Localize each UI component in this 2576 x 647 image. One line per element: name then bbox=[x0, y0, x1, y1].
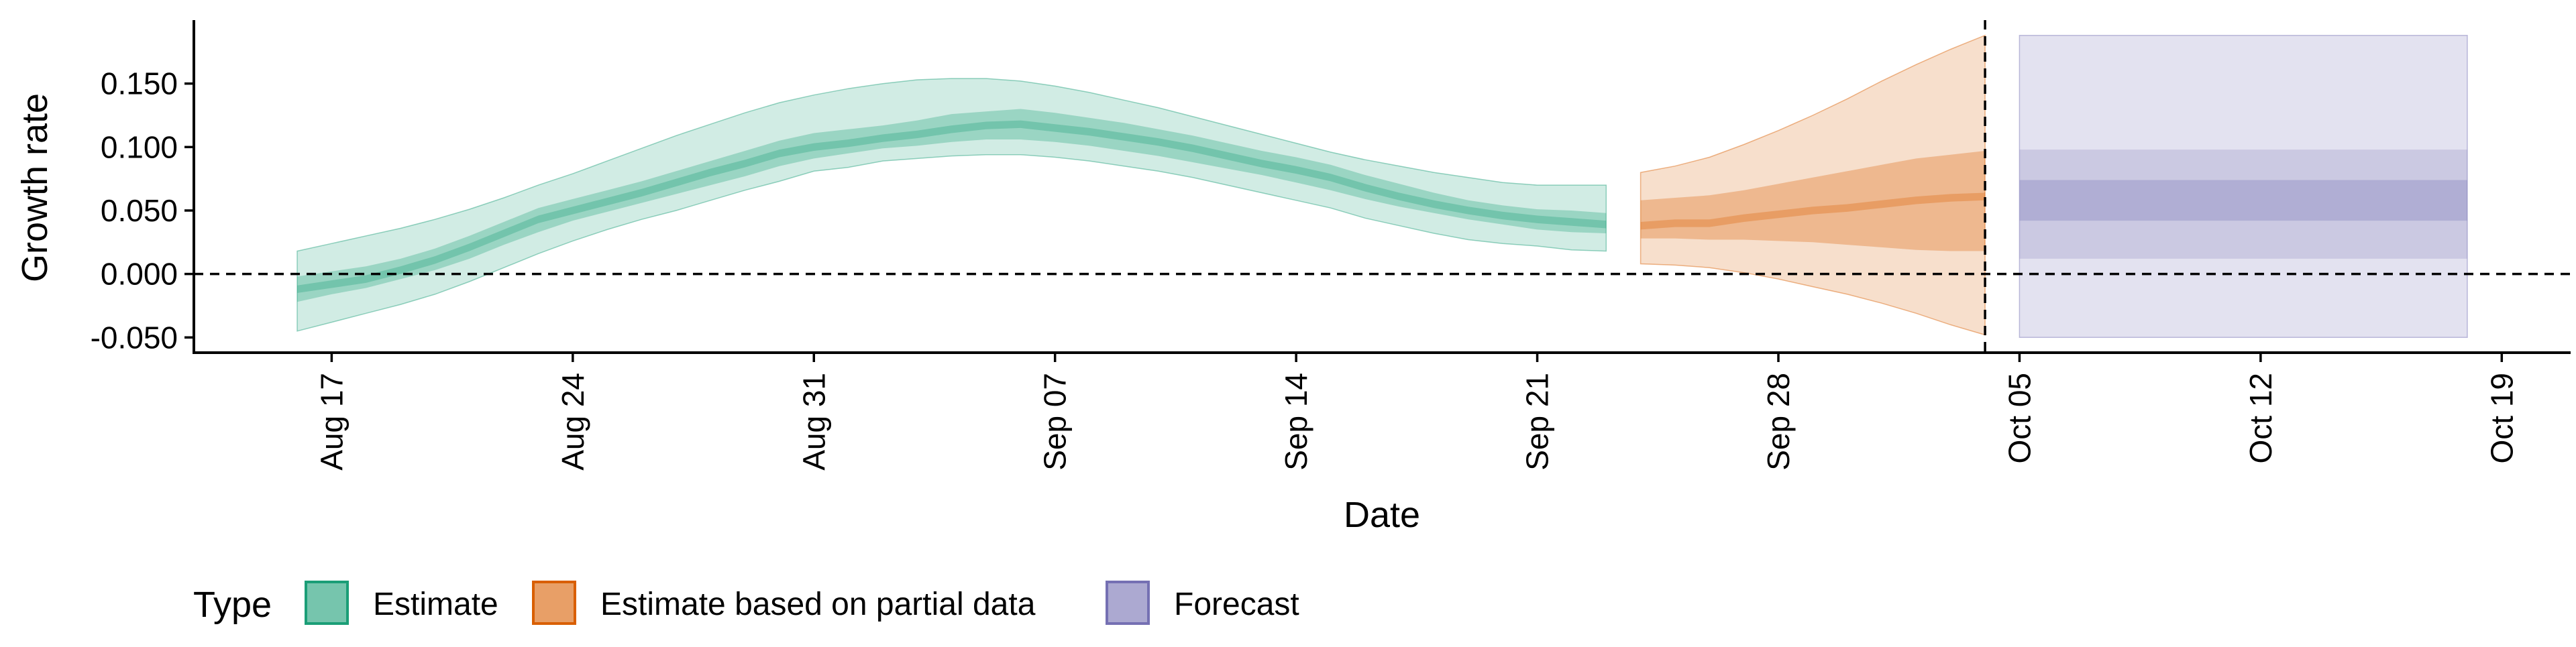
legend-swatch bbox=[532, 581, 576, 625]
estimate-series bbox=[297, 78, 1607, 332]
y-tick-label: 0.100 bbox=[101, 129, 178, 164]
legend-label: Forecast bbox=[1174, 587, 1299, 622]
legend-swatch bbox=[305, 581, 349, 625]
ticks: -0.050 0.000 0.050 0.100 0.150 Aug 17 Aug 24 Au… bbox=[91, 66, 2520, 471]
x-tick-label: Sep 07 bbox=[1038, 373, 1073, 471]
x-tick-label: Sep 21 bbox=[1520, 373, 1555, 471]
legend-swatch bbox=[1106, 581, 1150, 625]
x-tick-label: Aug 17 bbox=[314, 373, 349, 471]
partial-data-estimate-median-band bbox=[1640, 192, 1986, 230]
legend-item-forecast: Forecast bbox=[1106, 581, 1299, 625]
x-tick-label: Sep 28 bbox=[1761, 373, 1796, 471]
y-axis-title: Growth rate bbox=[15, 93, 55, 282]
reference-lines bbox=[194, 20, 2571, 353]
estimate-outer-band bbox=[297, 78, 1607, 332]
y-tick-label: 0.150 bbox=[101, 66, 178, 101]
legend-label: Estimate bbox=[373, 587, 498, 622]
legend-item-partial-data-estimate: Estimate based on partial data bbox=[532, 581, 1036, 625]
x-axis-title: Date bbox=[1344, 495, 1420, 535]
legend-title: Type bbox=[193, 585, 272, 625]
bands-layer bbox=[297, 34, 2468, 339]
y-tick-label: 0.000 bbox=[101, 257, 178, 292]
x-tick-label: Aug 31 bbox=[796, 373, 831, 471]
x-tick-label: Oct 05 bbox=[2002, 373, 2037, 464]
x-tick-label: Oct 19 bbox=[2484, 373, 2519, 464]
x-tick-label: Oct 12 bbox=[2243, 373, 2278, 464]
x-tick-label: Aug 24 bbox=[555, 373, 590, 471]
legend: Type Estimate Estimate based on partial d… bbox=[193, 581, 1299, 625]
legend-item-estimate: Estimate bbox=[305, 581, 498, 625]
axes bbox=[193, 20, 2571, 354]
y-tick-label: 0.050 bbox=[101, 193, 178, 228]
partial-data-estimate-inner-band bbox=[1640, 151, 1986, 251]
y-tick-label: -0.050 bbox=[91, 320, 178, 355]
forecast-outer-band bbox=[2019, 34, 2468, 339]
legend-label: Estimate based on partial data bbox=[600, 587, 1036, 622]
estimate-inner-band bbox=[297, 109, 1607, 302]
estimate-median-band bbox=[297, 120, 1607, 293]
forecast-middle-band bbox=[2019, 150, 2467, 259]
partial-data-estimate-series bbox=[1640, 34, 1986, 336]
forecast-inner-band bbox=[2019, 180, 2467, 221]
forecast-series bbox=[2019, 34, 2468, 339]
x-tick-label: Sep 14 bbox=[1279, 373, 1313, 471]
